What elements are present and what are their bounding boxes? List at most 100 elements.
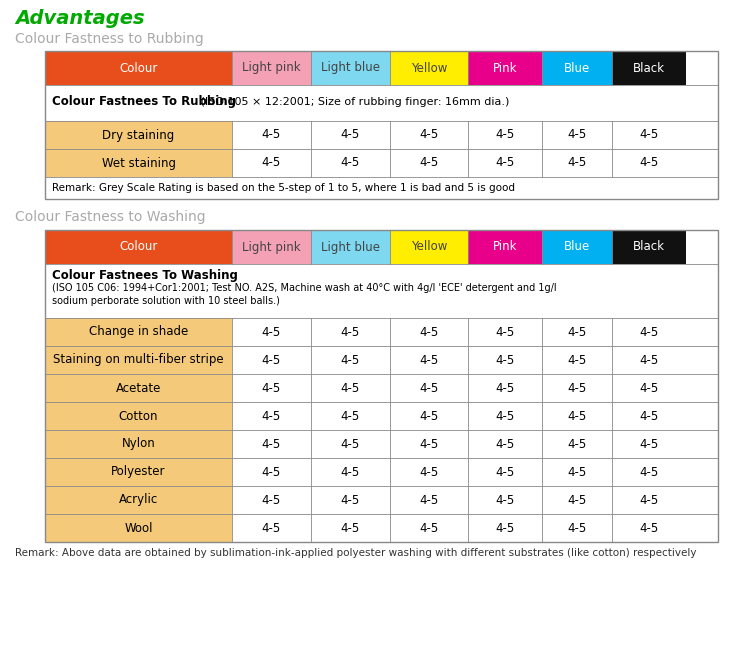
Text: Yellow: Yellow (411, 240, 447, 254)
Bar (232, 402, 310, 430)
Text: 4-5: 4-5 (262, 521, 281, 535)
Bar (612, 374, 686, 402)
Bar (468, 51, 542, 85)
Bar (542, 149, 612, 177)
Bar (310, 374, 389, 402)
Bar (612, 458, 686, 486)
Text: Wet staining: Wet staining (101, 157, 176, 170)
Text: 4-5: 4-5 (262, 129, 281, 141)
Text: 4-5: 4-5 (340, 521, 360, 535)
Text: 4-5: 4-5 (419, 354, 439, 366)
Text: 4-5: 4-5 (568, 494, 586, 507)
Text: Black: Black (633, 240, 664, 254)
Text: Wool: Wool (124, 521, 153, 535)
Bar (389, 430, 468, 458)
Text: 4-5: 4-5 (568, 521, 586, 535)
Bar (542, 430, 612, 458)
Bar (45, 374, 232, 402)
Bar (612, 430, 686, 458)
Bar (45, 430, 232, 458)
Text: Acrylic: Acrylic (119, 494, 158, 507)
Text: Change in shade: Change in shade (89, 326, 188, 338)
Text: 4-5: 4-5 (262, 326, 281, 338)
Text: 4-5: 4-5 (639, 157, 658, 170)
Text: 4-5: 4-5 (568, 157, 586, 170)
Text: 4-5: 4-5 (340, 438, 360, 450)
Text: Light pink: Light pink (242, 61, 301, 75)
Bar (468, 486, 542, 514)
Bar (232, 346, 310, 374)
Text: Light pink: Light pink (242, 240, 301, 254)
Bar (612, 318, 686, 346)
Text: Staining on multi-fiber stripe: Staining on multi-fiber stripe (53, 354, 223, 366)
Bar (45, 51, 718, 199)
Bar (612, 230, 686, 264)
Text: 4-5: 4-5 (639, 410, 658, 422)
Text: 4-5: 4-5 (262, 494, 281, 507)
Bar (542, 402, 612, 430)
Text: 4-5: 4-5 (419, 326, 439, 338)
Bar (468, 374, 542, 402)
Text: 4-5: 4-5 (340, 129, 360, 141)
Bar (468, 121, 542, 149)
Text: 4-5: 4-5 (568, 129, 586, 141)
Text: Pink: Pink (493, 61, 517, 75)
Bar (45, 149, 232, 177)
Bar (232, 486, 310, 514)
Text: (ISO 105 C06: 1994+Cor1:2001; Test NO. A2S, Machine wash at 40°C with 4g/l 'ECE': (ISO 105 C06: 1994+Cor1:2001; Test NO. A… (52, 283, 557, 293)
Text: 4-5: 4-5 (419, 129, 439, 141)
Bar (232, 430, 310, 458)
Text: 4-5: 4-5 (568, 382, 586, 394)
Bar (45, 51, 232, 85)
Text: Advantages: Advantages (15, 9, 145, 29)
Text: 4-5: 4-5 (496, 382, 515, 394)
Bar (310, 149, 389, 177)
Text: Black: Black (633, 61, 664, 75)
Bar (468, 346, 542, 374)
Text: Light blue: Light blue (321, 240, 380, 254)
Text: sodium perborate solution with 10 steel balls.): sodium perborate solution with 10 steel … (52, 296, 280, 306)
Text: 4-5: 4-5 (419, 466, 439, 478)
Text: 4-5: 4-5 (340, 326, 360, 338)
Bar (45, 177, 718, 199)
Bar (468, 230, 542, 264)
Bar (45, 458, 232, 486)
Text: 4-5: 4-5 (419, 382, 439, 394)
Bar (310, 430, 389, 458)
Bar (542, 486, 612, 514)
Bar (45, 514, 232, 542)
Bar (612, 402, 686, 430)
Text: 4-5: 4-5 (419, 157, 439, 170)
Bar (310, 458, 389, 486)
Text: 4-5: 4-5 (262, 382, 281, 394)
Bar (232, 149, 310, 177)
Text: 4-5: 4-5 (496, 438, 515, 450)
Text: Blue: Blue (564, 61, 590, 75)
Text: 4-5: 4-5 (419, 410, 439, 422)
Bar (389, 149, 468, 177)
Bar (542, 230, 612, 264)
Bar (389, 346, 468, 374)
Text: 4-5: 4-5 (639, 354, 658, 366)
Text: 4-5: 4-5 (262, 438, 281, 450)
Bar (612, 51, 686, 85)
Bar (542, 318, 612, 346)
Bar (45, 486, 232, 514)
Text: Light blue: Light blue (321, 61, 380, 75)
Bar (612, 121, 686, 149)
Bar (468, 514, 542, 542)
Bar (389, 318, 468, 346)
Bar (232, 51, 310, 85)
Bar (310, 486, 389, 514)
Text: 4-5: 4-5 (639, 326, 658, 338)
Bar (542, 458, 612, 486)
Text: Cotton: Cotton (118, 410, 158, 422)
Text: 4-5: 4-5 (340, 354, 360, 366)
Bar (468, 149, 542, 177)
Text: Colour: Colour (119, 240, 158, 254)
Bar (45, 264, 718, 318)
Text: 4-5: 4-5 (639, 438, 658, 450)
Bar (468, 402, 542, 430)
Bar (468, 458, 542, 486)
Text: 4-5: 4-5 (639, 466, 658, 478)
